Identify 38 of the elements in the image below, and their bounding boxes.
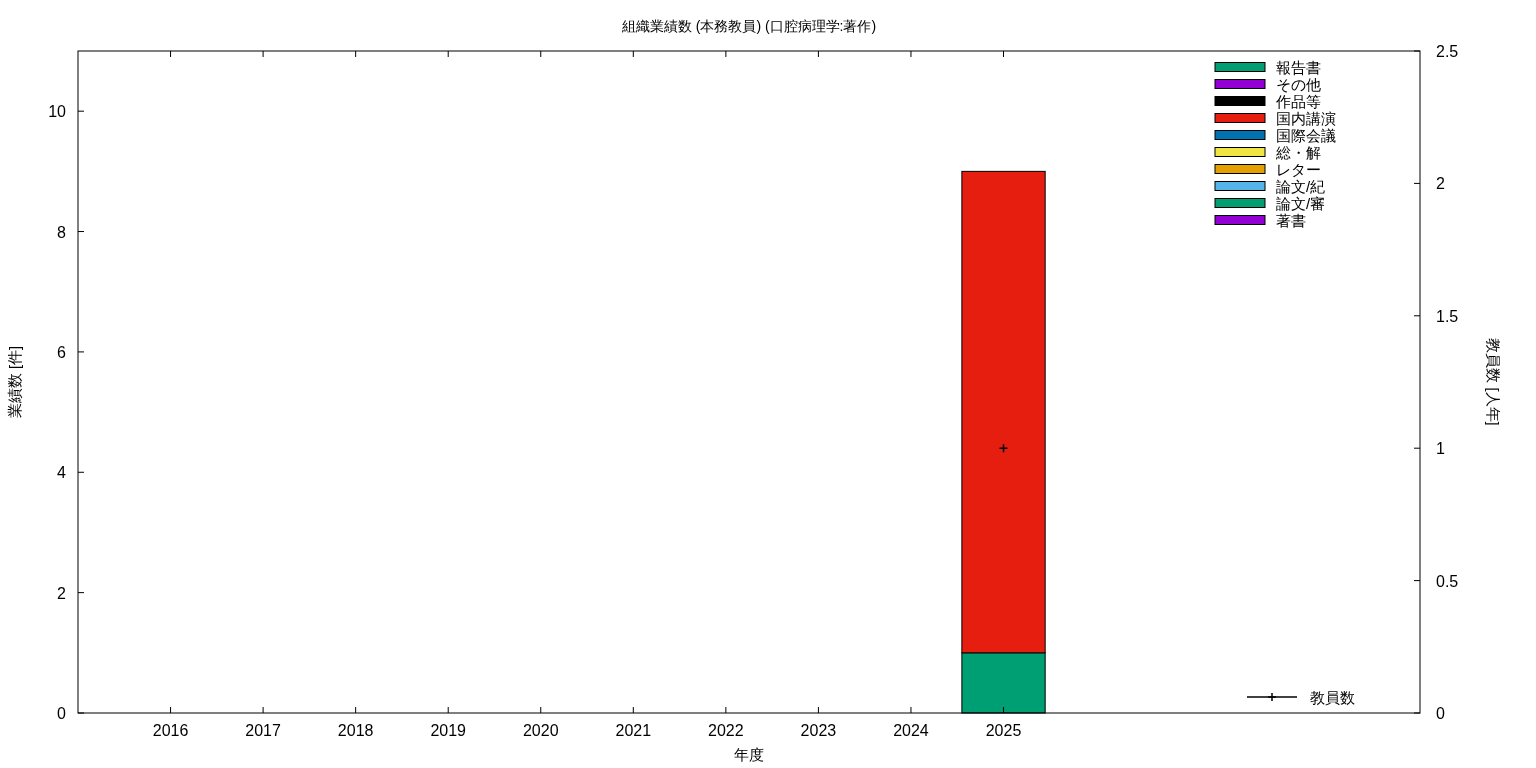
legend-label: 総・解 <box>1275 144 1321 161</box>
y2-tick-label: 1.5 <box>1436 307 1459 325</box>
x-tick-label: 2025 <box>985 722 1022 739</box>
x-tick-label: 2017 <box>245 722 281 739</box>
x-tick-label: 2023 <box>800 722 837 739</box>
y2-tick-label: 2 <box>1436 175 1445 193</box>
y-axis-title: 業績数 [件] <box>6 345 23 419</box>
legend-label: 論文/審 <box>1276 195 1326 212</box>
legend-label: 報告書 <box>1276 59 1321 76</box>
x-tick-label: 2016 <box>152 722 189 739</box>
x-tick-label: 2022 <box>708 722 744 739</box>
x-axis-title: 年度 <box>734 746 764 763</box>
y2-tick-label: 0.5 <box>1436 572 1459 590</box>
legend-label: 国内講演 <box>1276 110 1336 127</box>
y-tick-label: 8 <box>57 223 67 241</box>
x-tick-label: 2020 <box>522 722 559 739</box>
legend-label: 国際会議 <box>1276 127 1336 144</box>
legend-label: その他 <box>1276 76 1321 93</box>
x-tick-label: 2021 <box>615 722 652 739</box>
y-tick-label: 4 <box>57 464 67 482</box>
legend-label: レター <box>1276 161 1321 178</box>
legend-line: 教員数 <box>1246 689 1355 706</box>
y-tick-label: 2 <box>57 584 67 602</box>
y-tick-label: 10 <box>48 103 67 121</box>
y2-tick-label: 0 <box>1436 705 1445 722</box>
legend-label: 作品等 <box>1275 93 1321 110</box>
y-tick-label: 6 <box>57 343 67 361</box>
y2-tick-label: 2.5 <box>1436 43 1459 60</box>
y2-axis-title: 教員数 [人年] <box>1485 338 1502 426</box>
legend-label: 著書 <box>1276 212 1306 229</box>
y-tick-label: 0 <box>57 705 67 722</box>
x-tick-label: 2024 <box>893 722 929 739</box>
legend-label: 教員数 <box>1310 689 1355 706</box>
x-tick-label: 2018 <box>337 722 374 739</box>
x-tick-label: 2019 <box>430 722 467 739</box>
y2-tick-label: 1 <box>1436 440 1445 458</box>
chart-title: 組織業績数 (本務教員) (口腔病理学:著作) <box>620 18 877 34</box>
legend-label: 論文/紀 <box>1276 178 1326 195</box>
